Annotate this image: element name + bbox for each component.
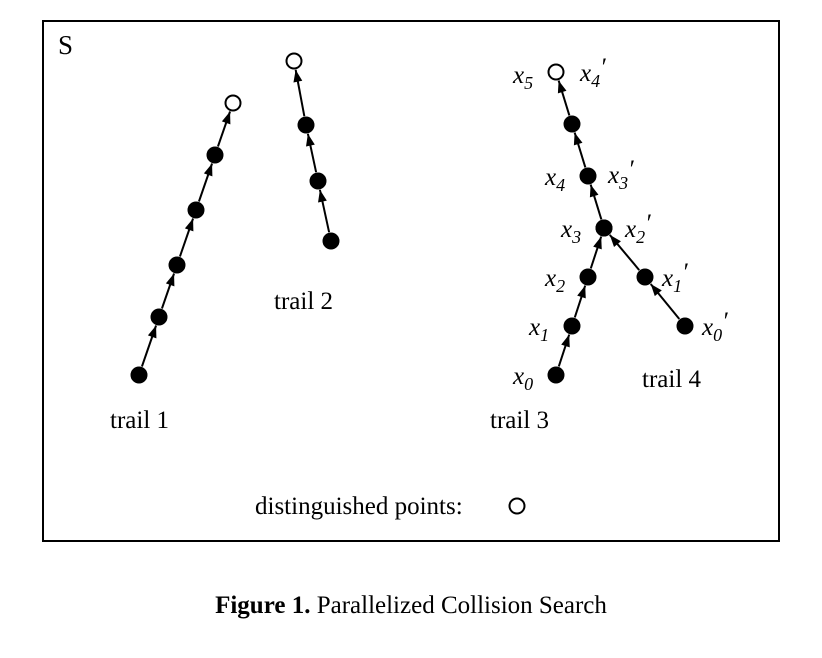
trail1-node-2 [170, 258, 185, 273]
trail2-node-1 [311, 174, 326, 189]
trail1-label: trail 1 [110, 407, 169, 434]
trail4-label: trail 4 [642, 366, 702, 393]
trail4-node-1 [638, 270, 653, 285]
trail1-node-3 [189, 203, 204, 218]
figure-caption: Figure 1. Parallelized Collision Search [0, 592, 822, 620]
box-label: S [58, 30, 73, 60]
trail1-node-5 [226, 96, 241, 111]
trail1-node-4 [208, 148, 223, 163]
trail1-node-1 [152, 310, 167, 325]
trail3-node-5 [565, 117, 580, 132]
legend-open-circle-icon [510, 499, 525, 514]
legend-text: distinguished points: [255, 493, 463, 520]
trail4-node-2 [597, 221, 612, 236]
trail3-node-0 [549, 368, 564, 383]
trail4-node-0 [678, 319, 693, 334]
trail2-label: trail 2 [274, 288, 333, 315]
caption-bold: Figure 1. [215, 592, 310, 619]
trail2-node-3 [287, 54, 302, 69]
trail3-node-6 [549, 65, 564, 80]
diagram-svg: Strail 1trail 2trail 3trail 4x0x1x2x3x4x… [0, 0, 822, 658]
trail2-node-2 [299, 118, 314, 133]
trail1-node-0 [132, 368, 147, 383]
trail3-label: trail 3 [490, 407, 549, 434]
caption-rest: Parallelized Collision Search [310, 592, 606, 619]
trail3-node-4 [581, 169, 596, 184]
trail2-node-0 [324, 234, 339, 249]
trail3-node-2 [581, 270, 596, 285]
trail3-node-1 [565, 319, 580, 334]
figure-container: Strail 1trail 2trail 3trail 4x0x1x2x3x4x… [0, 0, 822, 658]
